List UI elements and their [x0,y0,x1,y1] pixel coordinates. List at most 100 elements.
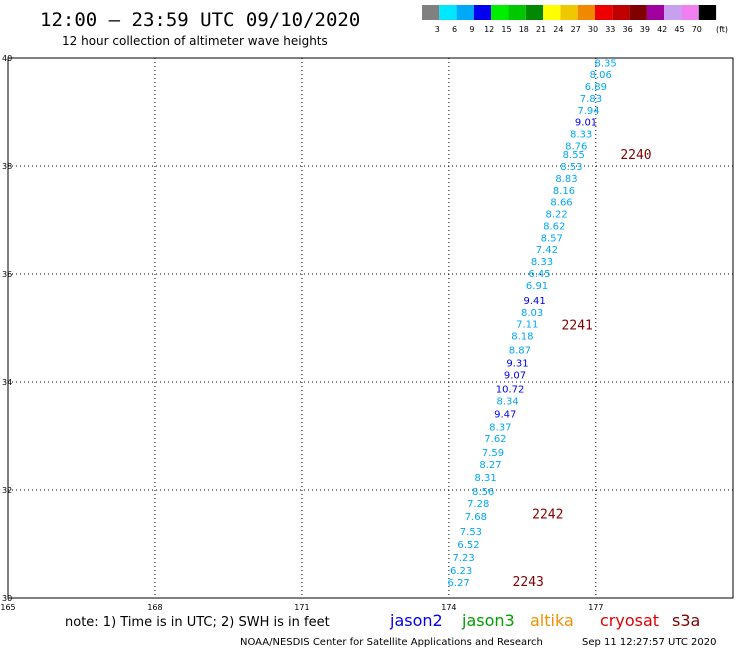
color-scale-label: 15 [501,25,511,34]
color-swatch [577,5,595,20]
plot-area: 165 168 171 174 177 30 32 34 36 38 40 8.358.066.89… [0,54,734,612]
grid-lines [8,58,733,598]
wave-height-point: 8.56 [472,487,494,498]
wave-height-point: 8.66 [550,198,572,209]
wave-height-point: 9.01 [575,118,597,129]
wave-height-point: 6.23 [450,566,472,577]
color-swatch [525,5,544,20]
wave-height-point: 9.31 [506,359,528,370]
x-tick-label: 174 [441,603,456,612]
wave-height-point: 8.33 [570,130,592,141]
color-scale-label: 12 [484,25,494,34]
y-tick-label: 34 [2,378,12,387]
footer-note: note: 1) Time is in UTC; 2) SWH is in fe… [65,615,330,630]
color-scale-label: 24 [553,25,563,34]
color-scale-label: 6 [452,25,457,34]
pass-number-label: 2240 [620,148,651,163]
wave-height-point: 8.18 [511,332,533,343]
color-swatch [473,5,492,20]
wave-height-point: 6.27 [448,578,470,589]
color-swatch [560,5,578,20]
pass-labels: 2240 2241 2242 2243 [513,148,652,590]
color-swatch [646,5,665,20]
wave-height-point: 10.72 [496,384,525,395]
wave-height-point: 8.53 [560,162,582,173]
color-scale-label: 45 [674,25,684,34]
color-swatch [456,5,474,20]
wave-height-point: 7.53 [460,527,482,538]
y-tick-label: 38 [2,162,12,171]
color-scale-label: 30 [588,25,598,34]
wave-height-point: 8.35 [595,58,617,69]
wave-height-point: 8.33 [531,257,553,268]
x-tick-label: 168 [147,603,162,612]
satellite-legend-item: cryosat [600,611,659,630]
y-tick-label: 40 [2,54,12,63]
y-tick-label: 36 [2,270,12,279]
color-scale-label: 33 [605,25,615,34]
color-swatch [439,5,457,20]
wave-height-point: 8.37 [489,422,511,433]
wave-height-point: 9.41 [523,296,545,307]
wave-height-point: 8.31 [474,473,496,484]
color-swatch [543,5,561,20]
x-tick-label: 165 [0,603,15,612]
wave-height-point: 7.83 [580,94,602,105]
data-points: 8.358.066.897.837.949.018.338.768.558.53… [448,58,617,588]
wave-height-point: 6.45 [528,269,550,280]
wave-height-point: 8.62 [543,221,565,232]
wave-height-point: 7.68 [465,512,487,523]
pass-number-label: 2243 [513,575,544,590]
satellite-legend-item: altika [530,611,574,630]
color-scale-legend: 3 6 9 12 15 18 21 24 27 30 33 36 39 42 45 70 [422,5,717,34]
wave-height-point: 8.57 [541,233,563,244]
wave-height-point: 7.28 [467,499,489,510]
y-tick-label: 32 [2,486,12,495]
pass-number-label: 2241 [562,318,593,333]
color-swatch [681,5,699,20]
satellite-legend-item: jason3 [461,611,515,630]
color-swatch [698,5,717,20]
wave-height-point: 7.42 [536,245,558,256]
color-scale-label: 18 [519,25,529,34]
wave-height-point: 6.91 [526,281,548,292]
axis-ticks: 165 168 171 174 177 30 32 34 36 38 40 [0,54,603,612]
color-scale-label: 27 [571,25,581,34]
wave-height-point: 9.47 [494,409,516,420]
color-scale-label: 9 [469,25,474,34]
wave-height-point: 8.83 [555,174,577,185]
chart-title: 12:00 – 23:59 UTC 09/10/2020 [40,9,360,31]
wave-height-point: 7.59 [482,448,504,459]
color-scale-label: 42 [657,25,667,34]
satellite-legend: jason2 jason3 altika cryosat s3a [389,611,700,630]
x-tick-label: 171 [294,603,309,612]
satellite-legend-item: jason2 [389,611,443,630]
color-scale-unit: (ft) [716,25,728,34]
color-scale-label: 36 [623,25,633,34]
wave-height-point: 9.07 [504,370,526,381]
wave-height-point: 8.06 [590,70,612,81]
wave-height-point: 8.22 [546,210,568,221]
color-swatch [508,5,526,20]
color-scale-label: 39 [640,25,650,34]
color-swatch [491,5,509,20]
color-swatch [664,5,682,20]
wave-height-point: 8.34 [497,396,519,407]
footer-timestamp: Sep 11 12:27:57 UTC 2020 [582,637,716,648]
color-scale-label: 3 [435,25,440,34]
wave-height-point: 8.16 [553,186,575,197]
wave-height-point: 8.03 [521,308,543,319]
plot-frame [7,57,734,599]
color-swatch [422,5,440,20]
color-swatch [629,5,647,20]
color-scale-label: 21 [536,25,546,34]
pass-number-label: 2242 [532,507,563,522]
wave-height-point: 7.62 [484,434,506,445]
color-scale-label: 70 [692,25,702,34]
chart-subtitle: 12 hour collection of altimeter wave hei… [62,34,328,48]
wave-height-point: 8.87 [509,346,531,357]
color-swatch [595,5,613,20]
color-swatch [612,5,630,20]
satellite-legend-item: s3a [672,611,700,630]
